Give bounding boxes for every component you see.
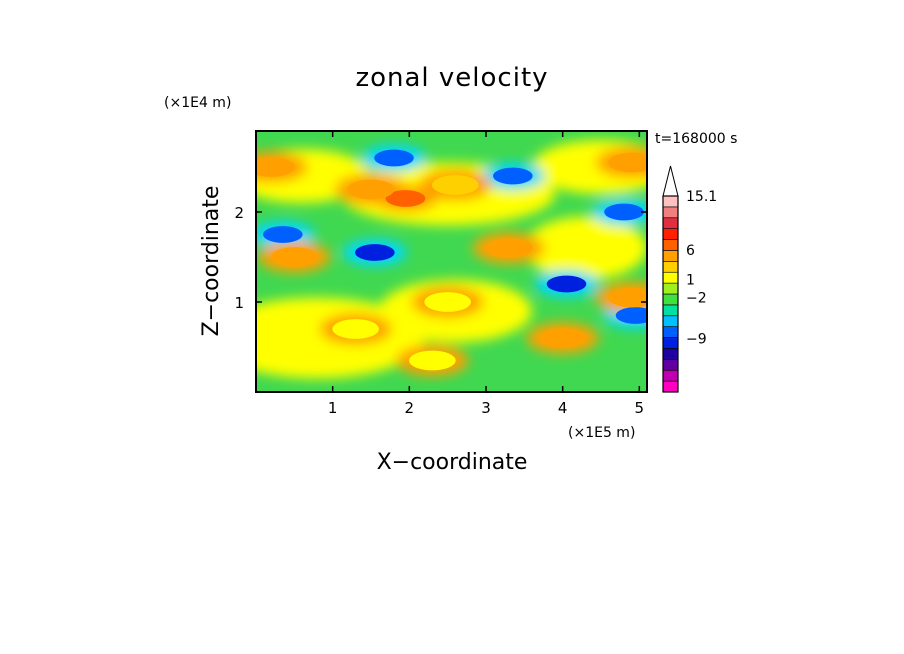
- field-core: [424, 292, 472, 312]
- colorbar-label: −2: [686, 290, 707, 306]
- colorbar-segment: [662, 315, 679, 327]
- field-core: [493, 167, 533, 185]
- field-core: [347, 179, 395, 200]
- y-tick-label: 1: [234, 294, 244, 312]
- y-tick-label: 2: [234, 204, 244, 222]
- colorbar-label: 1: [686, 272, 695, 288]
- x-axis-label: X−coordinate: [377, 450, 528, 475]
- colorbar: [662, 165, 679, 393]
- colorbar-segment: [662, 282, 679, 295]
- colorbar-segment: [662, 380, 679, 393]
- x-tick-label: 2: [405, 399, 415, 417]
- field-band: [524, 216, 647, 280]
- colorbar-segment: [662, 293, 679, 306]
- colorbar-segment: [662, 337, 679, 349]
- field-core: [355, 244, 395, 261]
- colorbar-label: −9: [686, 332, 707, 348]
- field-core: [608, 152, 647, 173]
- field-core: [256, 157, 295, 177]
- colorbar-segment: [662, 261, 679, 273]
- colorbar-label: 6: [686, 243, 695, 259]
- colorbar-extend-arrow: [662, 165, 679, 197]
- colorbar-segment: [662, 326, 679, 338]
- colorbar-segment: [662, 369, 679, 382]
- colorbar-segment: [662, 228, 679, 240]
- field-core: [546, 275, 587, 293]
- colorbar-labels: 15.1 6 1 −2 −9: [686, 189, 717, 348]
- field-core: [385, 190, 426, 207]
- field-core: [263, 226, 303, 243]
- colorbar-segment: [662, 304, 679, 317]
- x-tick-label: 1: [328, 399, 338, 417]
- y-axis-label: Z−coordinate: [199, 186, 224, 337]
- colorbar-segment: [662, 195, 679, 208]
- field-cores: [256, 149, 647, 371]
- chart-title: zonal velocity: [355, 63, 548, 93]
- field-core: [485, 238, 533, 258]
- field-core: [408, 350, 456, 371]
- field-core: [431, 175, 479, 195]
- colorbar-segment: [662, 348, 679, 360]
- colorbar-segment: [662, 239, 679, 251]
- x-tick-label: 3: [481, 399, 491, 417]
- field-core: [604, 203, 644, 221]
- field-core: [539, 328, 587, 348]
- colorbar-label: 15.1: [686, 189, 717, 205]
- plot-field: [256, 131, 647, 392]
- x-axis-unit: (×1E5 m): [568, 425, 635, 441]
- colorbar-segment: [662, 206, 679, 219]
- field-core: [332, 319, 380, 339]
- colorbar-segment: [662, 250, 679, 262]
- field-core: [608, 287, 647, 308]
- y-axis-unit: (×1E4 m): [164, 95, 231, 111]
- colorbar-segment: [662, 271, 679, 284]
- field-core: [374, 149, 414, 167]
- plot-frame: [255, 130, 648, 393]
- time-label: t=168000 s: [655, 131, 737, 147]
- y-axis: 12: [234, 204, 647, 312]
- colorbar-segment: [662, 217, 679, 229]
- colorbar-frame: [662, 195, 679, 393]
- x-tick-label: 4: [558, 399, 568, 417]
- x-tick-label: 5: [635, 399, 645, 417]
- colorbar-segment: [662, 359, 679, 371]
- x-axis: 1 2 3 4 5: [328, 131, 644, 417]
- field-core: [270, 247, 318, 267]
- field-core: [615, 307, 647, 324]
